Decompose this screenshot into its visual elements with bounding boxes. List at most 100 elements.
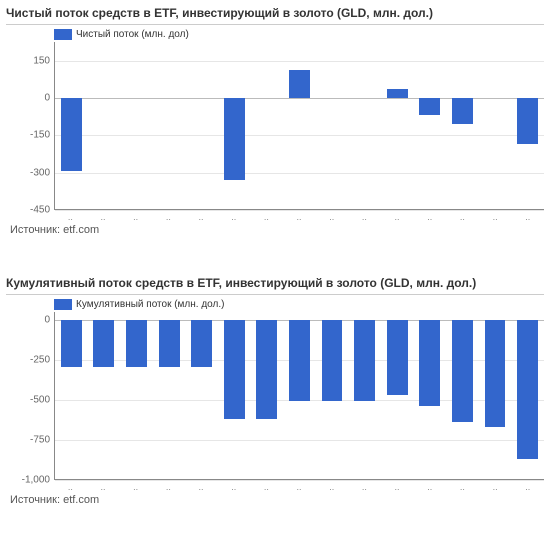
bar-slot [218,312,251,479]
x-tick-label: .. [511,480,544,492]
bar-slot [153,312,186,479]
x-tick-label: .. [250,480,283,492]
spacer [0,242,550,270]
bar-slot [479,42,512,209]
bar-slot [381,312,414,479]
x-tick-label: .. [217,210,250,222]
bar [159,320,180,367]
bar [289,70,310,98]
legend-swatch [54,29,72,40]
x-tick-label: .. [381,210,414,222]
bar [93,320,114,367]
x-tick-label: .. [119,480,152,492]
bar [517,98,538,144]
x-tick-label: .. [250,210,283,222]
y-tick-label: -1,000 [22,475,50,486]
bar [256,320,277,419]
bar-slot [120,42,153,209]
bar [452,98,473,124]
x-tick-label: .. [479,210,512,222]
bar [452,320,473,422]
bar-slot [479,312,512,479]
bar-slot [55,42,88,209]
net-flow-chart: Чистый поток средств в ETF, инвестирующи… [0,0,550,242]
bar [419,320,440,406]
bar [387,89,408,98]
bar-slot [511,312,544,479]
x-tick-label: .. [315,210,348,222]
bars-container [55,312,544,479]
bar-slot [283,42,316,209]
bar-slot [511,42,544,209]
chart-title: Чистый поток средств в ETF, инвестирующи… [6,6,544,20]
bar-slot [446,312,479,479]
bar-slot [381,42,414,209]
x-tick-label: .. [87,480,120,492]
x-tick-label: .. [446,210,479,222]
y-tick-label: -500 [30,395,50,406]
bar-slot [283,312,316,479]
bar-slot [218,42,251,209]
bar-slot [120,312,153,479]
bar [419,98,440,115]
bar [354,320,375,401]
y-axis: -450-300-1500150 [6,42,54,210]
bar-slot [348,42,381,209]
bar-slot [446,42,479,209]
plot-area: -1,000-750-500-2500 [6,312,544,480]
grid-line [55,480,544,481]
bar-slot [348,312,381,479]
plot-area: -450-300-1500150 [6,42,544,210]
x-tick-label: .. [185,210,218,222]
x-tick-label: .. [413,210,446,222]
bar-slot [251,42,284,209]
grid-line [55,210,544,211]
x-tick-label: .. [119,210,152,222]
bar-slot [414,312,447,479]
bar-slot [316,42,349,209]
x-tick-label: .. [446,480,479,492]
y-axis: -1,000-750-500-2500 [6,312,54,480]
bar-slot [185,42,218,209]
legend: Кумулятивный поток (млн. дол.) [54,299,544,310]
bar [126,320,147,367]
y-tick-label: 150 [33,55,50,66]
x-tick-label: .. [54,210,87,222]
x-axis: .............................. [54,210,544,222]
y-tick-label: -150 [30,130,50,141]
bar [485,320,506,427]
chart-title: Кумулятивный поток средств в ETF, инвест… [6,276,544,290]
bar-slot [88,312,121,479]
y-tick-label: -450 [30,205,50,216]
x-tick-label: .. [381,480,414,492]
legend-label: Чистый поток (млн. дол) [76,29,189,40]
divider [6,294,544,295]
bar-slot [414,42,447,209]
legend: Чистый поток (млн. дол) [54,29,544,40]
x-tick-label: .. [54,480,87,492]
y-tick-label: -300 [30,167,50,178]
bar [224,320,245,419]
x-tick-label: .. [185,480,218,492]
bar-slot [185,312,218,479]
bar [61,320,82,367]
y-tick-label: 0 [44,93,50,104]
bar [191,320,212,367]
bar [517,320,538,459]
y-tick-label: -750 [30,435,50,446]
x-tick-label: .. [217,480,250,492]
cumulative-flow-chart: Кумулятивный поток средств в ETF, инвест… [0,270,550,512]
bar-slot [55,312,88,479]
legend-label: Кумулятивный поток (млн. дол.) [76,299,224,310]
x-tick-label: .. [152,480,185,492]
bar-slot [153,42,186,209]
bar-slot [251,312,284,479]
bar [322,320,343,401]
bar [61,98,82,171]
bar [289,320,310,401]
bars-container [55,42,544,209]
y-tick-label: -250 [30,355,50,366]
x-tick-label: .. [315,480,348,492]
source-text: Источник: etf.com [10,224,544,236]
x-tick-label: .. [283,480,316,492]
